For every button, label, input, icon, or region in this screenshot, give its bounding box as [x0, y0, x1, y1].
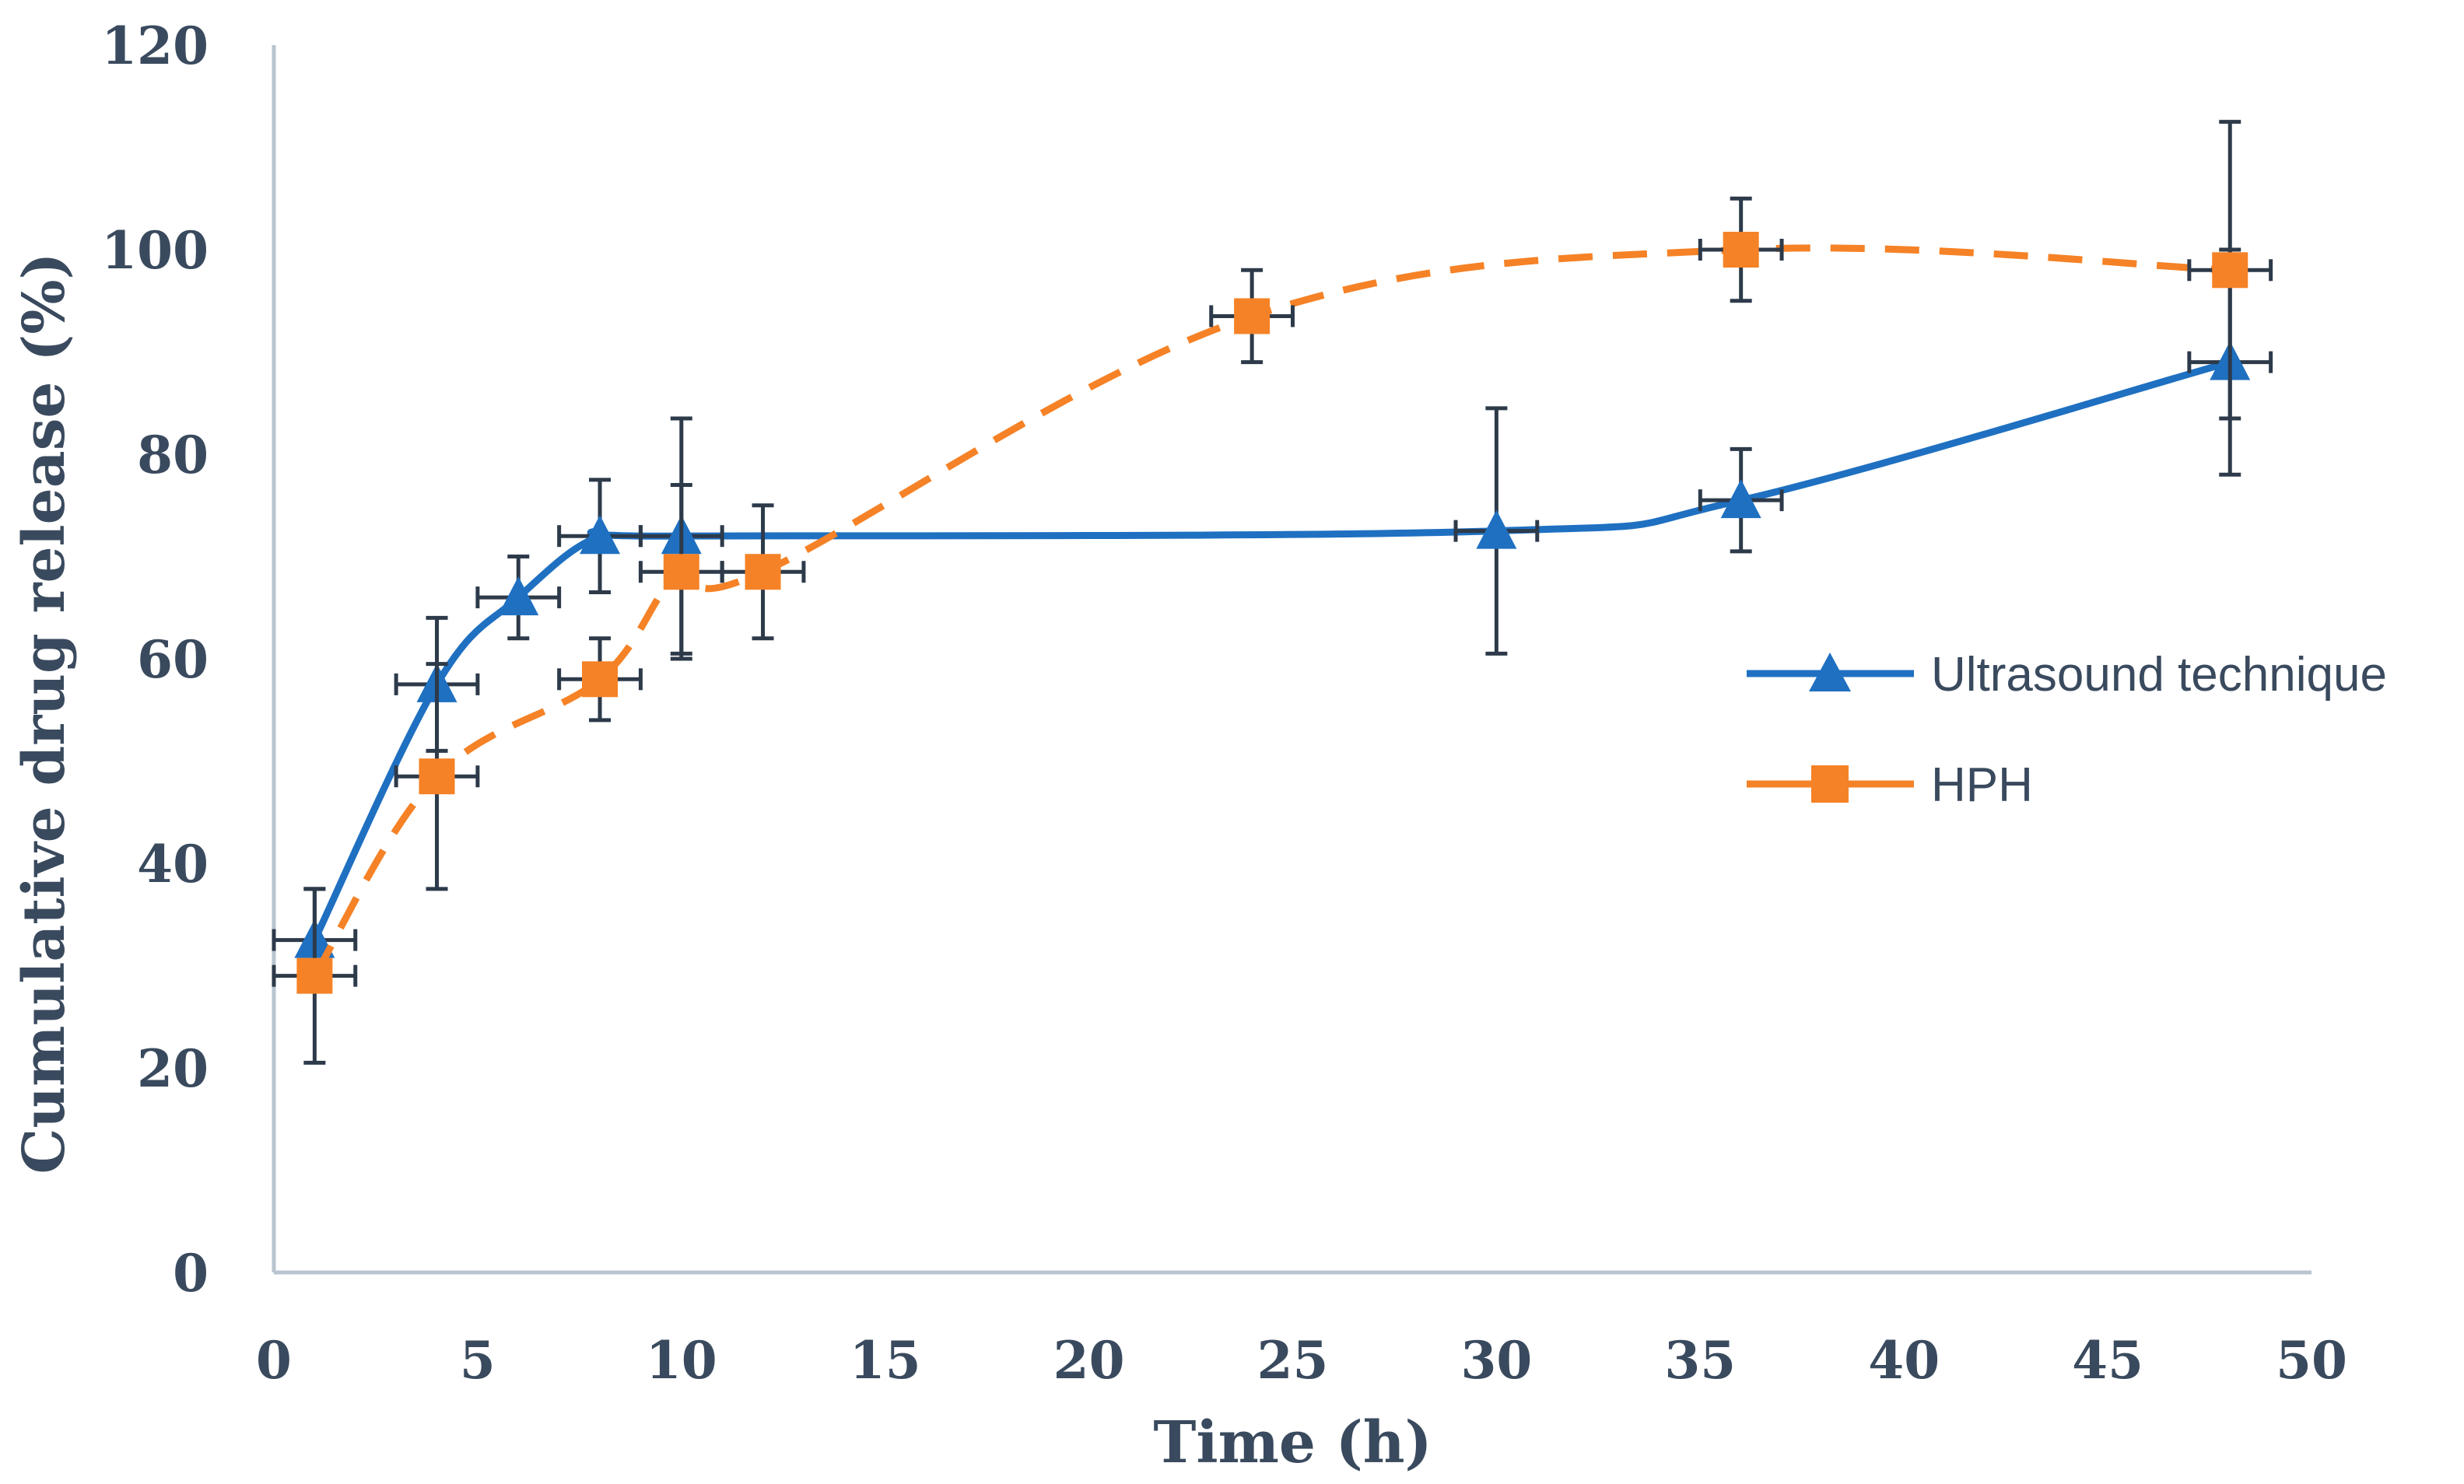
- data-point-square: [1723, 232, 1759, 268]
- y-tick-label: 100: [101, 220, 209, 281]
- y-tick-label: 60: [137, 629, 209, 690]
- x-tick-label: 20: [1053, 1330, 1125, 1391]
- legend-triangle-marker: [1809, 653, 1851, 691]
- data-point-square: [745, 554, 781, 590]
- data-point-square: [1234, 298, 1271, 334]
- x-tick-label: 5: [460, 1330, 496, 1391]
- series-layer: [272, 120, 2273, 1065]
- y-tick-labels: 0 20 40 60 80 100 120: [101, 16, 209, 1304]
- series-hph: [272, 120, 2273, 1065]
- y-tick-label: 40: [137, 834, 209, 894]
- x-tick-label: 0: [256, 1330, 292, 1391]
- x-tick-label: 15: [850, 1330, 921, 1391]
- x-tick-label: 40: [1868, 1330, 1940, 1391]
- y-tick-label: 20: [137, 1038, 209, 1099]
- x-tick-label: 25: [1257, 1330, 1329, 1391]
- x-axis-title: Time (h): [1153, 1409, 1432, 1476]
- legend-label-ultrasound: Ultrasound technique: [1931, 648, 2387, 702]
- x-tick-labels: 0 5 10 15 20 25 30 35 40 45 50: [256, 1330, 2347, 1391]
- legend: Ultrasound technique HPH: [1747, 648, 2387, 812]
- data-point-triangle: [498, 576, 539, 616]
- data-point-triangle: [580, 515, 621, 555]
- y-tick-label: 0: [173, 1243, 209, 1304]
- x-tick-label: 45: [2072, 1330, 2143, 1391]
- legend-label-hph: HPH: [1931, 758, 2033, 812]
- y-axis-title: Cumulative drug release (%): [11, 252, 78, 1174]
- data-point-square: [582, 661, 619, 698]
- data-point-square: [2212, 252, 2248, 289]
- y-tick-label: 80: [137, 425, 209, 485]
- y-tick-label: 120: [101, 16, 209, 76]
- series-line-hph: [311, 244, 2231, 978]
- data-point-square: [663, 554, 699, 590]
- x-tick-label: 10: [646, 1330, 717, 1391]
- x-tick-label: 30: [1460, 1330, 1532, 1391]
- x-tick-label: 35: [1664, 1330, 1736, 1391]
- legend-item-hph: HPH: [1747, 758, 2033, 812]
- data-point-square: [296, 957, 333, 994]
- data-point-triangle: [1476, 509, 1517, 549]
- axes: 0 5 10 15 20 25 30 35 40 45 50 0 20 40 60 80 100 120: [101, 16, 2347, 1391]
- data-point-square: [419, 758, 455, 795]
- data-point-triangle: [1720, 479, 1761, 519]
- x-tick-label: 50: [2276, 1330, 2347, 1391]
- series-ultrasound: [272, 247, 2273, 993]
- legend-item-ultrasound: Ultrasound technique: [1747, 648, 2387, 702]
- legend-square-marker: [1811, 765, 1849, 803]
